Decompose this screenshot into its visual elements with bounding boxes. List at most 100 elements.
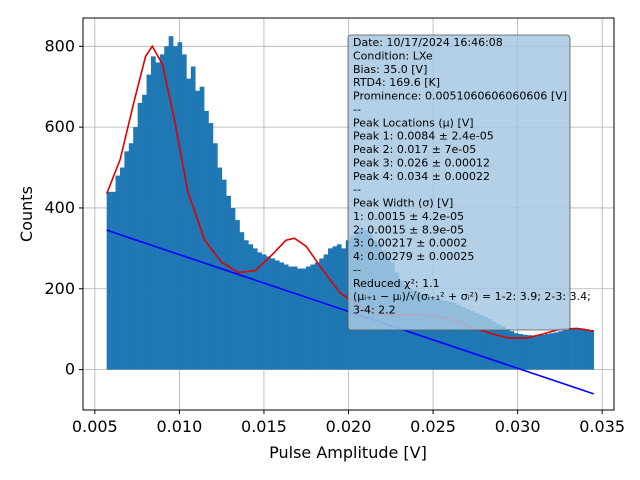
x-tick-label: 0.015 <box>241 417 287 436</box>
histogram-bar <box>429 297 435 370</box>
histogram-bar <box>483 317 488 370</box>
y-axis-label: Counts <box>17 186 36 242</box>
histogram-bar <box>283 264 289 370</box>
y-tick-label: 600 <box>44 117 75 136</box>
histogram-bar <box>146 74 152 370</box>
histogram-bar <box>208 123 214 370</box>
y-axis-ticks: 0 200 400 600 800 <box>44 36 83 379</box>
histogram-bar <box>558 331 564 370</box>
histogram-bar <box>177 42 183 370</box>
histogram-bar <box>181 54 187 370</box>
histogram-bar <box>575 327 581 370</box>
y-tick-label: 400 <box>44 198 75 217</box>
x-tick-label: 0.025 <box>410 417 456 436</box>
histogram-bar <box>173 46 178 370</box>
histogram-bar <box>336 244 342 370</box>
histogram-bar <box>150 56 156 370</box>
histogram-bar <box>137 102 143 370</box>
y-tick-label: 200 <box>44 279 75 298</box>
histogram-bar <box>212 143 218 370</box>
info-box-line: -- <box>353 183 361 196</box>
histogram-bar <box>230 207 236 370</box>
histogram-bar <box>235 220 240 370</box>
histogram-bar <box>186 78 192 370</box>
histogram-bar <box>567 329 572 370</box>
histogram-bar <box>545 334 550 370</box>
histogram-bar <box>310 264 316 370</box>
histogram-bar <box>239 232 245 370</box>
histogram-bar <box>124 151 130 370</box>
histogram-bar <box>536 335 541 370</box>
info-box-background <box>347 34 571 331</box>
x-tick-label: 0.035 <box>579 417 625 436</box>
info-box-line: Condition: LXe <box>353 49 433 62</box>
histogram-bar <box>509 331 515 370</box>
histogram-bar <box>447 301 453 370</box>
histogram-bar <box>159 54 165 370</box>
info-box-line: 3-4: 2.2 <box>353 304 396 317</box>
info-box-line: Prominence: 0.0051060606060606 [V] <box>353 90 567 103</box>
histogram-bar <box>119 167 125 370</box>
histogram-bar <box>252 248 258 370</box>
info-box-line: Peak 1: 0.0084 ± 2.4e-05 <box>353 130 494 143</box>
info-box-line: 1: 0.0015 ± 4.2e-05 <box>353 210 464 223</box>
histogram-bar <box>571 328 577 370</box>
histogram-bar <box>434 298 440 370</box>
histogram-bar <box>332 246 338 370</box>
histogram-bar <box>443 300 448 370</box>
histogram-bar <box>292 266 298 370</box>
histogram-bar <box>266 256 271 370</box>
histogram-bar <box>500 325 506 370</box>
histogram-bar <box>305 266 311 370</box>
info-box-line: 3: 0.00217 ± 0.0002 <box>353 237 467 250</box>
histogram-bar <box>416 292 422 370</box>
histogram-bar <box>257 252 262 370</box>
histogram-bar <box>491 321 497 370</box>
histogram-bar <box>531 335 537 370</box>
y-tick-label: 0 <box>65 360 75 379</box>
x-tick-label: 0.020 <box>326 417 372 436</box>
info-box-line: -- <box>353 103 361 116</box>
histogram-bar <box>496 324 502 370</box>
histogram-bar <box>155 62 161 370</box>
histogram-bar <box>226 195 231 370</box>
info-box-line: Peak 2: 0.017 ± 7e-05 <box>353 143 476 156</box>
histogram-bar <box>248 244 254 370</box>
histogram-bar <box>297 268 302 370</box>
x-axis-ticks: 0.005 0.010 0.015 0.020 0.025 0.030 0.035 <box>72 410 625 436</box>
histogram-bar <box>279 262 285 370</box>
info-box-line: Peak 4: 0.034 ± 0.00022 <box>353 170 490 183</box>
histogram-bar <box>328 248 333 370</box>
histogram-bar <box>474 313 479 370</box>
histogram-bar <box>221 179 227 370</box>
info-box-line: -- <box>353 263 361 276</box>
info-box-line: Peak 3: 0.026 ± 0.00012 <box>353 156 490 169</box>
histogram-bar <box>111 191 116 370</box>
info-box-line: 2: 0.0015 ± 8.9e-05 <box>353 223 464 236</box>
histogram-bar <box>460 306 466 370</box>
histogram-bar <box>487 319 493 370</box>
histogram-bar <box>190 66 196 370</box>
histogram-bar <box>323 254 329 370</box>
x-tick-label: 0.010 <box>156 417 202 436</box>
info-box-line: Peak Locations (μ) [V] <box>353 116 474 129</box>
histogram-bar <box>274 260 280 370</box>
histogram-bar <box>425 296 431 370</box>
histogram-bar <box>261 254 267 370</box>
histogram-bar <box>168 36 174 370</box>
histogram-bar <box>589 329 595 370</box>
histogram-bar <box>270 258 276 370</box>
info-box-line: 4: 0.00279 ± 0.00025 <box>353 250 474 263</box>
histogram-bar <box>469 310 475 370</box>
histogram-bar <box>341 248 347 370</box>
histogram-bar <box>518 334 524 370</box>
info-box-line: Date: 10/17/2024 16:46:08 <box>353 36 503 49</box>
histogram-bar <box>540 334 546 370</box>
histogram-bar <box>584 329 590 370</box>
histogram-bar <box>553 332 559 370</box>
y-tick-label: 800 <box>44 36 75 55</box>
histogram-bar <box>562 329 568 370</box>
histogram-bar <box>133 127 138 370</box>
histogram-bar <box>438 299 444 370</box>
histogram-bar <box>164 46 169 370</box>
